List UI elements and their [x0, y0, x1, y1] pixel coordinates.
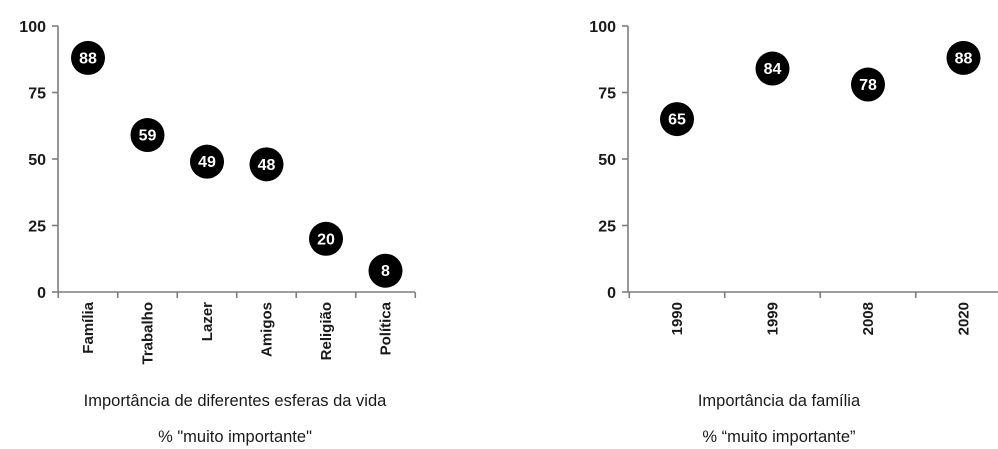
y-tick-label: 100 [589, 19, 616, 36]
y-tick-label: 0 [37, 285, 46, 302]
x-tick-label: 1999 [765, 302, 782, 335]
x-tick-label: Amigos [259, 302, 276, 357]
data-label: 49 [198, 154, 216, 171]
data-point [755, 51, 790, 86]
y-tick-label: 75 [598, 86, 616, 103]
y-tick-label: 50 [598, 152, 616, 169]
data-point [249, 147, 284, 182]
y-tick-label: 75 [28, 86, 46, 103]
y-tick-label: 0 [607, 285, 616, 302]
chart-subtitle: % "muito importante" [158, 428, 312, 446]
data-point [309, 221, 343, 256]
data-label: 59 [139, 128, 157, 145]
chart-subtitle: % “muito importante” [702, 428, 856, 446]
data-label: 84 [764, 61, 782, 78]
data-point [851, 67, 885, 102]
x-tick-label: Família [80, 301, 97, 353]
x-tick-label: Trabalho [140, 302, 157, 365]
data-point [130, 118, 165, 153]
chart-panel-familia: 0 25 50 75 100 1990 1999 2008 2020 65 84 78 88 Impor… [560, 0, 998, 449]
data-point [660, 102, 694, 137]
data-label: 8 [381, 263, 390, 280]
x-tick-label: Lazer [199, 302, 216, 341]
data-label: 48 [258, 157, 276, 174]
data-label: 78 [859, 77, 877, 94]
chart-title: Importância de diferentes esferas da vid… [83, 392, 387, 410]
data-label: 65 [668, 112, 686, 129]
data-point [368, 253, 403, 288]
chart-panel-esferas: 0 25 50 75 100 Família Trabalho Lazer Amigos Reli… [0, 0, 470, 449]
y-tick-label: 100 [19, 19, 46, 36]
y-tick-label: 50 [28, 152, 46, 169]
data-label: 20 [317, 231, 335, 248]
x-tick-label: Religião [318, 302, 335, 360]
x-tick-label: 2020 [956, 302, 973, 335]
y-tick-label: 25 [28, 219, 46, 236]
data-point [71, 40, 105, 75]
chart-title: Importância da família [697, 392, 861, 410]
x-tick-label: Política [378, 301, 395, 355]
chart-esferas: 0 25 50 75 100 Família Trabalho Lazer Amigos Reli… [19, 19, 417, 365]
data-point [946, 40, 981, 75]
data-label: 88 [79, 50, 97, 67]
x-tick-label: 1990 [669, 302, 686, 335]
chart-familia: 0 25 50 75 100 1990 1999 2008 2020 65 84 78 88 [589, 19, 998, 335]
y-tick-label: 25 [598, 219, 616, 236]
x-tick-label: 2008 [860, 302, 877, 335]
data-point [190, 144, 224, 179]
data-label: 88 [955, 50, 973, 67]
